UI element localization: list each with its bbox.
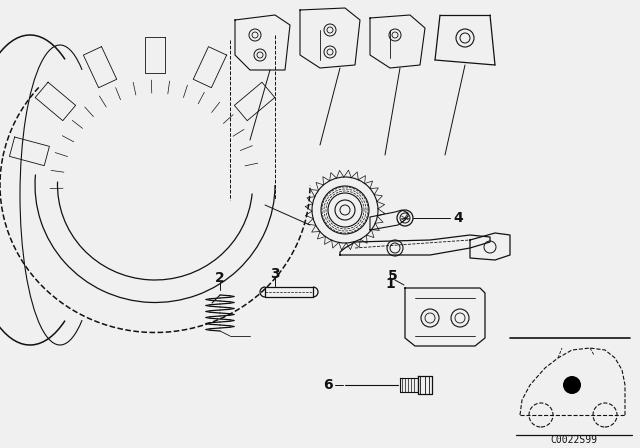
Text: 5: 5 xyxy=(388,269,398,283)
Circle shape xyxy=(563,376,581,394)
Text: 3: 3 xyxy=(270,267,280,281)
Text: 4: 4 xyxy=(453,211,463,225)
Text: C0022S99: C0022S99 xyxy=(550,435,598,445)
Text: 6: 6 xyxy=(323,378,333,392)
Text: 2: 2 xyxy=(215,271,225,285)
Text: 1: 1 xyxy=(385,277,395,291)
